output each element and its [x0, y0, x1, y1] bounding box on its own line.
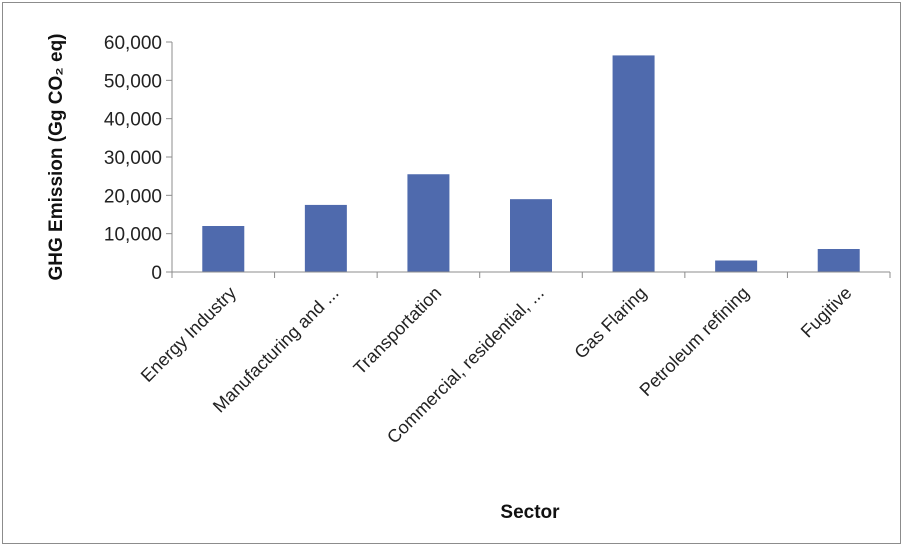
bar	[407, 174, 450, 272]
y-axis-title: GHG Emission (Gg CO₂ eq)	[46, 33, 67, 280]
y-tick-label: 50,000	[104, 71, 162, 92]
y-tick-label: 20,000	[104, 186, 162, 207]
bar	[715, 260, 758, 272]
bars	[202, 55, 860, 272]
x-category-label: Gas Flaring	[570, 283, 650, 363]
bar	[612, 55, 655, 272]
chart-frame	[2, 2, 901, 544]
bar	[304, 204, 347, 272]
x-axis-title: Sector	[500, 502, 560, 523]
x-category-label: Transportation	[350, 283, 446, 379]
y-tick-label: 0	[151, 263, 162, 284]
y-tick-label: 10,000	[104, 225, 162, 246]
y-tick-label: 60,000	[104, 33, 162, 54]
x-category-label: Fugitive	[797, 283, 856, 342]
x-category-label: Petroleum refining	[636, 283, 753, 400]
y-axis-ticks: 0 10,000 20,000 30,000 40,000 50,000 60,000	[104, 33, 172, 284]
bar	[510, 199, 552, 272]
y-tick-label: 40,000	[104, 110, 162, 131]
bar	[202, 226, 245, 272]
bar	[817, 249, 860, 272]
x-category-label: Energy Industry	[137, 283, 240, 386]
y-tick-label: 30,000	[104, 148, 162, 169]
